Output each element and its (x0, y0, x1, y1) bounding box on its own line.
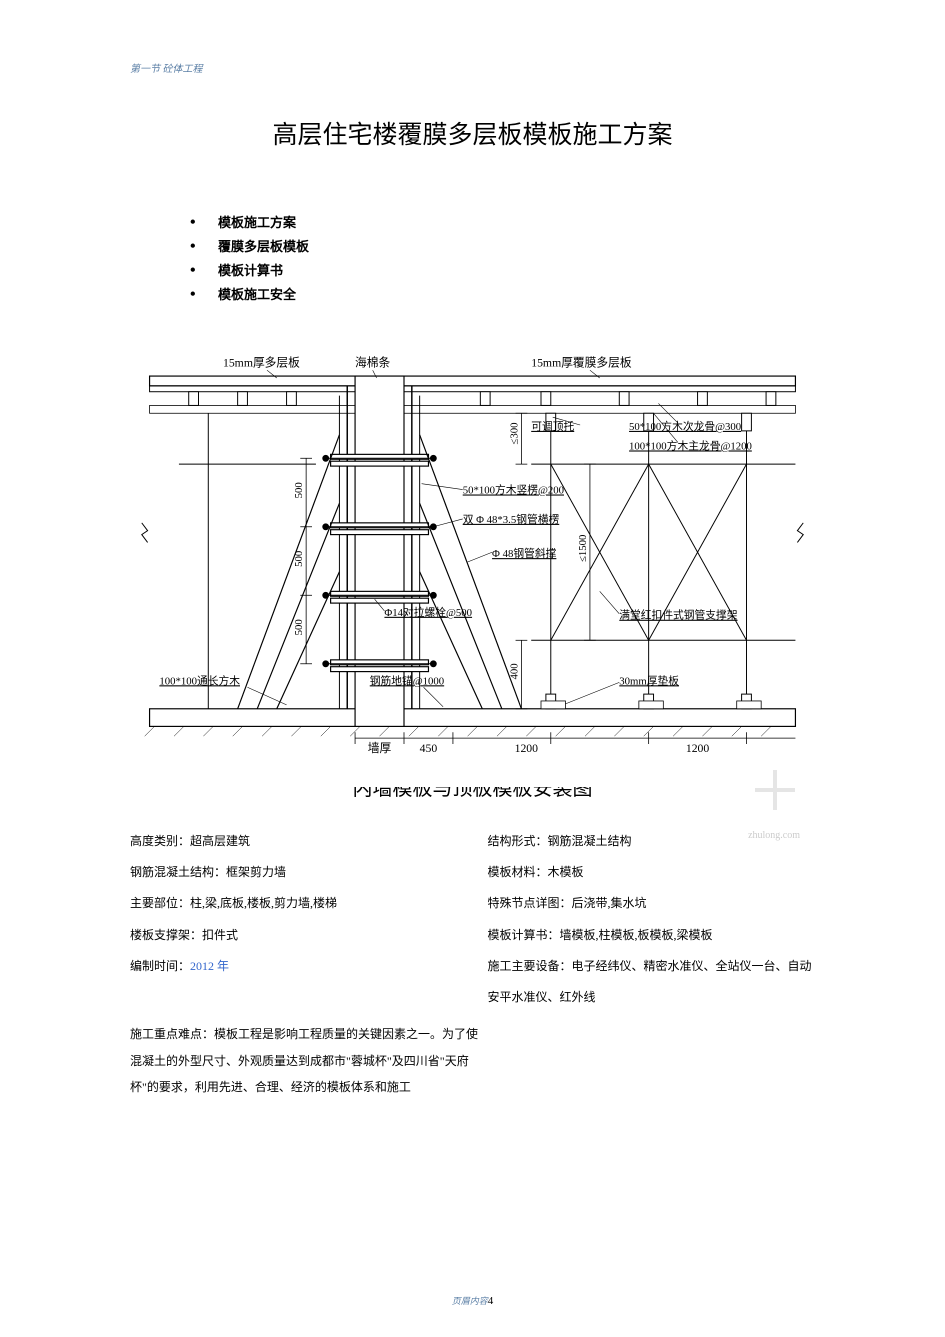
meta-row: 特殊节点详图：后浇带,集水坑 (488, 888, 816, 919)
svg-text:500: 500 (293, 482, 305, 498)
page-number: 4 (488, 1295, 494, 1307)
svg-text:50*100方木次龙骨@300: 50*100方木次龙骨@300 (629, 420, 741, 433)
meta-label: 钢筋混凝土结构： (130, 865, 226, 879)
topic-list: 模板施工方案 覆膜多层板模板 模板计算书 模板施工安全 (190, 211, 815, 307)
svg-text:≤300: ≤300 (509, 423, 521, 445)
svg-text:500: 500 (293, 619, 305, 635)
technical-diagram: 15mm厚多层板 海棉条 15mm厚覆膜多层板 可调顶托 50*100方木次龙骨… (130, 337, 815, 787)
meta-row: 钢筋混凝土结构：框架剪力墙 (130, 857, 458, 888)
meta-value: 扣件式 (202, 928, 238, 942)
list-item: 模板施工方案 (190, 211, 815, 235)
meta-value: 超高层建筑 (190, 834, 250, 848)
meta-label: 结构形式： (488, 834, 548, 848)
list-item: 覆膜多层板模板 (190, 235, 815, 259)
meta-label: 楼板支撑架： (130, 928, 202, 942)
page-header: 第一节 砼体工程 (130, 60, 815, 75)
svg-text:50*100方木竖楞@200: 50*100方木竖楞@200 (463, 484, 564, 497)
svg-text:15mm厚多层板: 15mm厚多层板 (223, 355, 300, 369)
svg-text:可调顶托: 可调顶托 (531, 420, 574, 433)
document-title: 高层住宅楼覆膜多层板模板施工方案 (130, 115, 815, 151)
svg-text:Φ14对拉螺栓@500: Φ14对拉螺栓@500 (384, 606, 472, 619)
svg-text:满堂红扣件式钢管支撑架: 满堂红扣件式钢管支撑架 (619, 609, 738, 622)
meta-value: 2012 年 (190, 959, 229, 973)
svg-text:30mm厚垫板: 30mm厚垫板 (619, 674, 679, 687)
svg-text:15mm厚覆膜多层板: 15mm厚覆膜多层板 (531, 355, 632, 369)
svg-text:1200: 1200 (686, 742, 710, 755)
svg-text:100*100方木主龙骨@1200: 100*100方木主龙骨@1200 (629, 439, 752, 452)
list-item: 模板计算书 (190, 259, 815, 283)
list-item: 模板施工安全 (190, 283, 815, 307)
meta-value: 木模板 (548, 865, 584, 879)
meta-value: 后浇带,集水坑 (572, 896, 647, 910)
meta-value: 墙模板,柱模板,板模板,梁模板 (560, 928, 713, 942)
svg-text:400: 400 (509, 663, 521, 679)
svg-text:100*100通长方木: 100*100通长方木 (159, 674, 240, 687)
meta-row: 施工主要设备：电子经纬仪、精密水准仪、全站仪一台、自动安平水准仪、红外线 (488, 951, 816, 1013)
meta-label: 主要部位： (130, 896, 190, 910)
metadata-table: 高度类别：超高层建筑 钢筋混凝土结构：框架剪力墙 主要部位：柱,梁,底板,楼板,… (130, 826, 815, 1013)
svg-text:1200: 1200 (515, 742, 539, 755)
svg-text:墙厚: 墙厚 (368, 741, 392, 755)
meta-label: 特殊节点详图： (488, 896, 572, 910)
meta-value: 钢筋混凝土结构 (548, 834, 632, 848)
meta-row: 编制时间：2012 年 (130, 951, 458, 982)
difficulty-paragraph: 施工重点难点：模板工程是影响工程质量的关键因素之一。为了使混凝土的外型尺寸、外观… (130, 1021, 486, 1100)
meta-row: 高度类别：超高层建筑 (130, 826, 458, 857)
svg-text:Φ 48钢管斜撑: Φ 48钢管斜撑 (492, 547, 557, 560)
page-footer: 页眉内容4 (0, 1294, 945, 1307)
meta-label: 编制时间： (130, 959, 190, 973)
svg-text:双 Φ 48*3.5钢管横楞: 双 Φ 48*3.5钢管横楞 (463, 513, 560, 526)
svg-text:≤1500: ≤1500 (577, 535, 589, 562)
meta-value: 柱,梁,底板,楼板,剪力墙,楼梯 (190, 896, 337, 910)
svg-text:450: 450 (420, 742, 438, 755)
svg-text:钢筋地锚@1000: 钢筋地锚@1000 (370, 674, 444, 687)
svg-text:海棉条: 海棉条 (355, 355, 390, 369)
meta-label: 模板计算书： (488, 928, 560, 942)
meta-row: 模板材料：木模板 (488, 857, 816, 888)
meta-row: 楼板支撑架：扣件式 (130, 920, 458, 951)
meta-value: 框架剪力墙 (226, 865, 286, 879)
meta-label: 高度类别： (130, 834, 190, 848)
footer-label: 页眉内容 (452, 1296, 488, 1306)
meta-row: 模板计算书：墙模板,柱模板,板模板,梁模板 (488, 920, 816, 951)
watermark-icon (755, 770, 795, 810)
meta-row: 主要部位：柱,梁,底板,楼板,剪力墙,楼梯 (130, 888, 458, 919)
meta-label: 施工主要设备： (488, 959, 572, 973)
meta-label: 模板材料： (488, 865, 548, 879)
svg-text:500: 500 (293, 551, 305, 567)
watermark-text: zhulong.com (748, 830, 800, 841)
